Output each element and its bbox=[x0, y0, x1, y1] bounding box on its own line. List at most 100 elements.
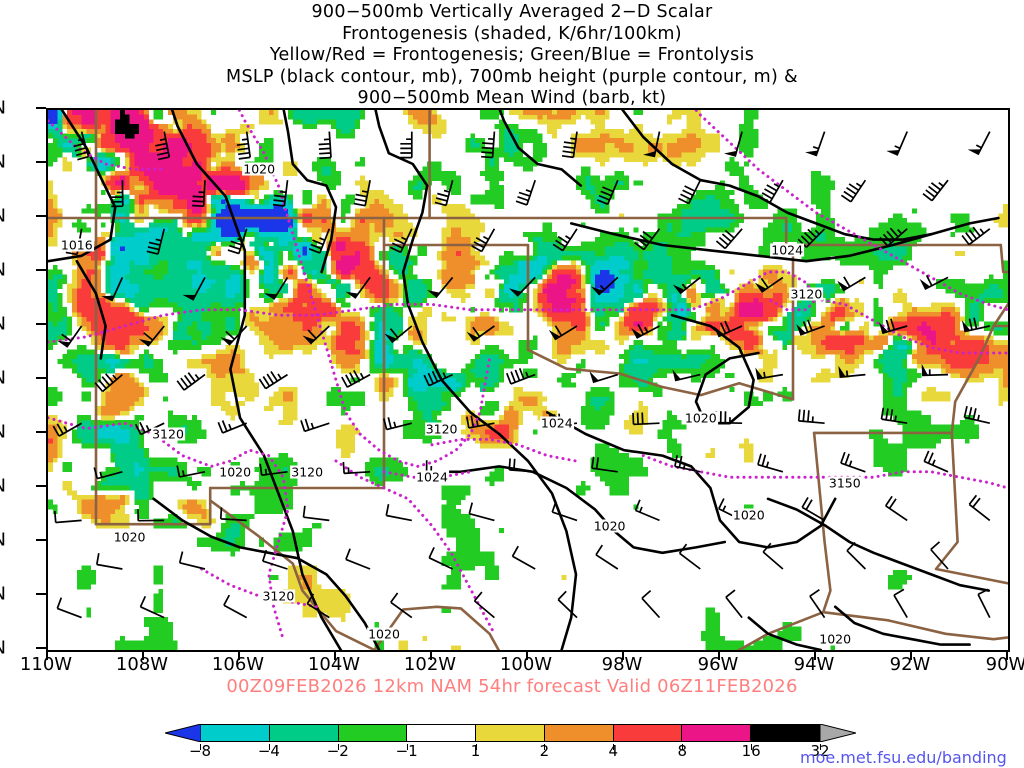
lat-tick bbox=[36, 485, 46, 487]
lat-label: 30N bbox=[0, 584, 6, 605]
page-title: 900−500mb Vertically Averaged 2−D Scalar… bbox=[0, 2, 1024, 110]
lon-label: 100W bbox=[499, 654, 553, 675]
colorbar-tick bbox=[475, 744, 477, 750]
mslp-contour-label: 1020 bbox=[592, 518, 627, 534]
colorbar bbox=[165, 722, 856, 744]
colorbar-tick-label: −2 bbox=[326, 742, 349, 760]
colorbar-cell bbox=[476, 725, 545, 741]
lon-tick bbox=[1006, 652, 1008, 660]
lat-label: 33N bbox=[0, 422, 6, 443]
height-contour-label: 3120 bbox=[151, 426, 185, 442]
colorbar-cell bbox=[269, 725, 339, 741]
colorbar-tick bbox=[613, 744, 615, 750]
title-line-2: Frontogenesis (shaded, K/6hr/100km) bbox=[342, 23, 682, 44]
lat-label: 39N bbox=[0, 98, 6, 119]
height-contour-label: 3120 bbox=[261, 588, 296, 604]
lon-tick bbox=[526, 652, 528, 660]
lon-tick bbox=[334, 652, 336, 660]
colorbar-tick-label: −8 bbox=[188, 742, 212, 760]
lat-tick bbox=[36, 161, 46, 163]
map-canvas bbox=[48, 110, 1008, 650]
colorbar-over-arrow bbox=[820, 724, 856, 742]
colorbar-under-arrow bbox=[165, 724, 201, 742]
title-line-1: 900−500mb Vertically Averaged 2−D Scalar bbox=[311, 2, 713, 22]
lon-label: 110W bbox=[19, 654, 73, 675]
colorbar-tick bbox=[820, 744, 821, 750]
lat-label: 36N bbox=[0, 260, 6, 281]
mslp-contour-label: 1020 bbox=[367, 626, 401, 642]
colorbar-tick-label: 1 bbox=[470, 742, 481, 760]
lon-tick bbox=[142, 652, 144, 660]
height-contour-label: 3150 bbox=[827, 475, 862, 491]
colorbar-tick-label: 16 bbox=[741, 742, 761, 760]
lon-label: 94W bbox=[793, 654, 835, 675]
map-plot-area[interactable]: 1020 1016 1024 1024 1024 1020 1020 1020 1020 1020… bbox=[46, 108, 1010, 652]
mslp-contour-label: 1024 bbox=[415, 469, 449, 485]
mslp-contour-label: 1020 bbox=[731, 507, 766, 523]
lat-label: 35N bbox=[0, 314, 6, 335]
colorbar-cell bbox=[407, 725, 477, 741]
colorbar-cells bbox=[200, 724, 820, 742]
lat-tick bbox=[36, 107, 46, 109]
mslp-contour-label: 1024 bbox=[770, 242, 805, 258]
height-contour-label: 3120 bbox=[789, 286, 824, 302]
lon-label: 102W bbox=[403, 654, 457, 675]
mslp-contour-label: 1020 bbox=[218, 464, 253, 480]
colorbar-tick bbox=[682, 744, 684, 750]
colorbar-cell bbox=[544, 725, 614, 741]
mslp-contours bbox=[48, 110, 1000, 650]
title-line-3: Yellow/Red = Frontogenesis; Green/Blue =… bbox=[269, 45, 755, 65]
lon-tick bbox=[910, 652, 912, 660]
mslp-contour-label: 1024 bbox=[539, 415, 574, 431]
lat-label: 31N bbox=[0, 530, 6, 551]
lon-label: 98W bbox=[601, 654, 643, 675]
lat-label: 29N bbox=[0, 638, 6, 659]
lat-tick bbox=[36, 377, 46, 379]
lon-tick bbox=[46, 652, 48, 660]
colorbar-cell bbox=[613, 725, 683, 741]
colorbar-tick-label: −4 bbox=[257, 742, 280, 760]
lon-label: 104W bbox=[307, 654, 361, 675]
colorbar-tick-label: 32 bbox=[810, 742, 830, 760]
mslp-contour-label: 1016 bbox=[59, 237, 94, 253]
colorbar-tick-label: 8 bbox=[677, 742, 687, 760]
lon-tick bbox=[718, 652, 720, 660]
lon-tick bbox=[238, 652, 240, 660]
lon-label: 92W bbox=[889, 654, 931, 675]
height-contour-label: 3120 bbox=[424, 421, 459, 437]
colorbar-tick bbox=[751, 744, 753, 750]
colorbar-cell bbox=[682, 725, 752, 741]
mslp-contour-label: 1020 bbox=[818, 631, 853, 647]
mslp-contour-label: 1020 bbox=[242, 161, 277, 177]
height-contour-label: 3120 bbox=[290, 464, 325, 480]
colorbar-cell bbox=[751, 725, 820, 741]
colorbar-tick bbox=[268, 744, 270, 750]
lat-tick bbox=[36, 215, 46, 217]
lon-label: 90W bbox=[985, 654, 1024, 675]
colorbar-tick-label: 2 bbox=[539, 742, 550, 760]
lat-tick bbox=[36, 593, 46, 595]
frontogenesis-shading bbox=[48, 110, 1008, 650]
colorbar-tick bbox=[544, 744, 546, 750]
watermark: moe.met.fsu.edu/banding bbox=[800, 748, 1007, 767]
forecast-caption: 00Z09FEB2026 12km NAM 54hr forecast Vali… bbox=[226, 676, 798, 697]
lat-tick bbox=[36, 323, 46, 325]
colorbar-tick-label: −1 bbox=[395, 742, 418, 760]
title-line-4: MSLP (black contour, mb), 700mb height (… bbox=[226, 66, 798, 87]
lon-label: 108W bbox=[115, 654, 169, 675]
lon-tick bbox=[622, 652, 624, 660]
lat-tick bbox=[36, 647, 46, 649]
lon-tick bbox=[430, 652, 432, 660]
colorbar-tick bbox=[406, 744, 408, 750]
lat-label: 32N bbox=[0, 476, 6, 497]
colorbar-tick-label: 4 bbox=[608, 742, 619, 760]
lat-label: 34N bbox=[0, 368, 6, 389]
lon-label: 106W bbox=[211, 654, 265, 675]
lat-tick bbox=[36, 269, 46, 271]
mslp-contour-label: 1020 bbox=[112, 529, 147, 545]
lat-label: 38N bbox=[0, 152, 6, 173]
title-line-5: 900−500mb Mean Wind (barb, kt) bbox=[357, 88, 667, 108]
colorbar-cell bbox=[338, 725, 408, 741]
colorbar-cell bbox=[201, 725, 270, 741]
